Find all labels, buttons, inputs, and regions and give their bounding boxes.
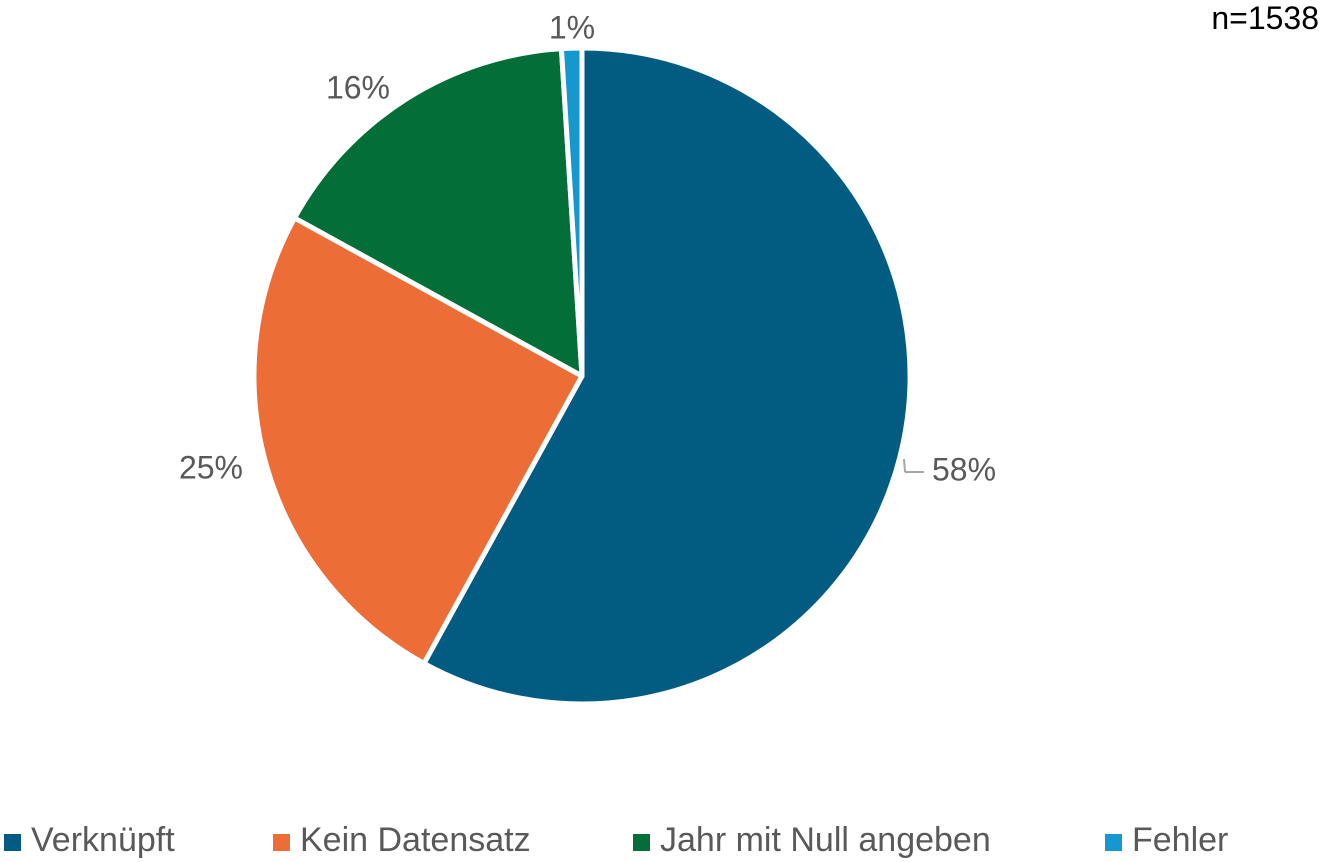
legend-item-kein-datensatz: Kein Datensatz bbox=[273, 818, 531, 862]
data-label-jahr-mit-null: 16% bbox=[326, 69, 390, 105]
legend-swatch-verknuepft bbox=[4, 833, 21, 851]
legend-item-jahr-mit-null: Jahr mit Null angeben bbox=[633, 818, 991, 862]
legend-swatch-kein-datensatz bbox=[273, 833, 290, 851]
legend-label-verknuepft: Verknüpft bbox=[31, 820, 175, 859]
pie-slice-kein-datensatz bbox=[251, 215, 585, 666]
leader-line-verknuepft bbox=[903, 458, 906, 473]
legend-item-verknuepft: Verknüpft bbox=[4, 818, 175, 862]
data-label-kein-datensatz: 25% bbox=[179, 449, 243, 485]
data-label-fehler: 1% bbox=[549, 9, 595, 45]
pie-slice-fehler bbox=[558, 45, 585, 379]
legend: Verknüpft Kein Datensatz Jahr mit Null a… bbox=[0, 818, 1323, 862]
legend-label-fehler: Fehler bbox=[1132, 820, 1229, 859]
legend-swatch-jahr-mit-null bbox=[633, 833, 650, 851]
sample-size-label: n=1538 bbox=[1211, 0, 1319, 36]
legend-swatch-fehler bbox=[1105, 833, 1122, 851]
pie-slice-verknuepft bbox=[421, 45, 913, 707]
data-label-verknuepft: 58% bbox=[932, 451, 996, 487]
pie-slice-jahr-mit-null bbox=[292, 46, 585, 379]
data-labels: 58% 25% 16% 1% bbox=[179, 9, 996, 487]
pie-slices bbox=[251, 45, 913, 707]
legend-item-fehler: Fehler bbox=[1105, 818, 1228, 862]
legend-label-jahr-mit-null: Jahr mit Null angeben bbox=[660, 820, 991, 859]
legend-label-kein-datensatz: Kein Datensatz bbox=[300, 820, 531, 859]
